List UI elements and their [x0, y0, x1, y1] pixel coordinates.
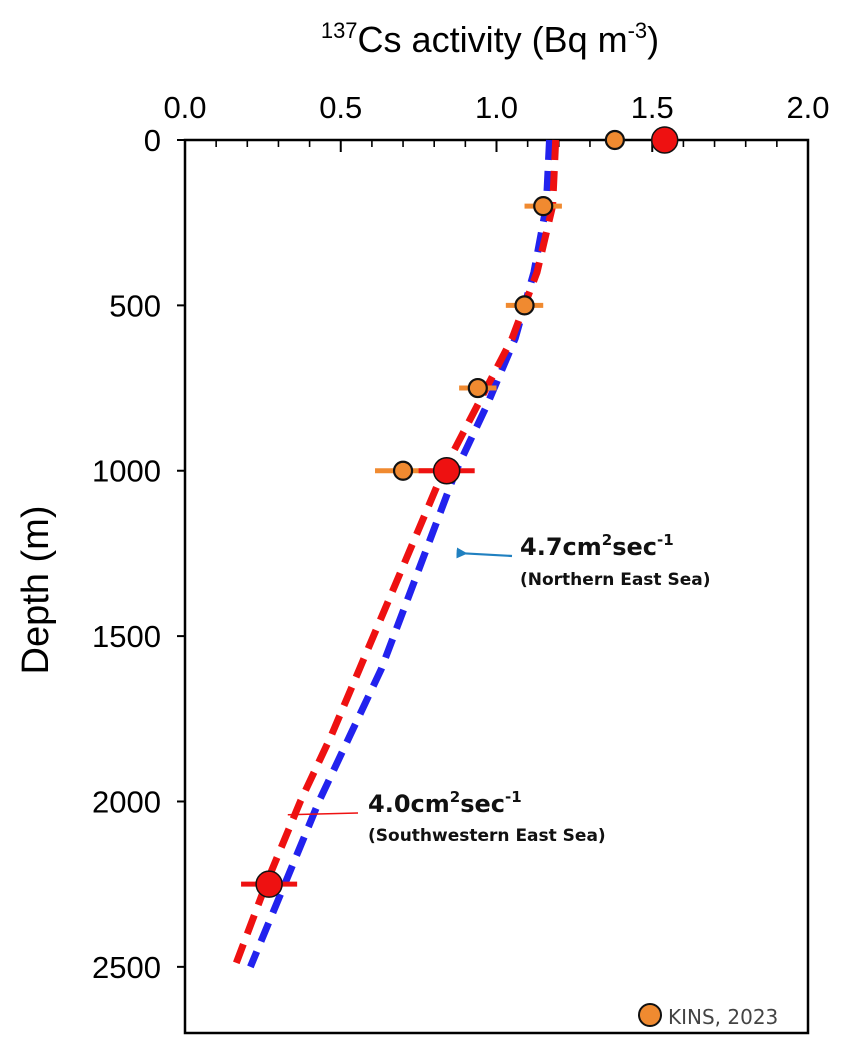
legend-marker — [638, 1003, 662, 1027]
annotation-unit: sec — [612, 533, 657, 561]
observation-points — [241, 126, 679, 898]
annotations: 4.7cm2sec-1(Northern East Sea)4.0cm2sec-… — [287, 531, 778, 1029]
y-tick-label: 0 — [144, 123, 161, 158]
observation-point-large — [255, 870, 283, 898]
x-tick-label: 1.0 — [475, 90, 518, 125]
y-tick-label: 2500 — [92, 950, 161, 985]
southwestern-annotation-caption: (Southwestern East Sea) — [368, 826, 606, 846]
diffusion-model-lines — [231, 139, 560, 969]
annotation-unit: sec — [460, 790, 505, 818]
annotation-exponent: 2 — [450, 788, 460, 806]
kins-point — [392, 460, 414, 481]
title-suffix: ) — [647, 19, 659, 60]
southwestern-annotation-label: 4.0cm2sec-1 — [368, 788, 522, 818]
chart-title: 137Cs activity (Bq m-3) — [321, 18, 659, 60]
y-tick-label: 2000 — [92, 784, 161, 819]
y-axis-label: Depth (m) — [15, 506, 57, 675]
x-tick-label: 2.0 — [786, 90, 829, 125]
y-tick-label: 1000 — [92, 454, 161, 489]
northern-annotation-arrow — [456, 547, 513, 559]
axes: 0.0 0.5 1.0 1.5 2.0 0 500 1000 1500 2000 2500 — [92, 90, 830, 1035]
title-main-text: Cs activity (Bq m — [358, 19, 628, 60]
x-tick-label: 1.5 — [631, 90, 674, 125]
northern-annotation-label: 4.7cm2sec-1 — [520, 531, 674, 561]
annotation-exponent: 2 — [602, 531, 612, 549]
y-tick-label: 1500 — [92, 619, 161, 654]
southwestern-model-line — [231, 139, 560, 969]
y-tick-label: 500 — [109, 288, 161, 323]
title-unit-exponent: -3 — [628, 18, 648, 43]
title-isotope-superscript: 137 — [321, 18, 358, 43]
annotation-value: 4.0cm — [368, 790, 450, 818]
annotation-exponent: -1 — [505, 788, 522, 806]
observation-point-large — [650, 126, 679, 154]
annotation-value: 4.7cm — [520, 533, 602, 561]
annotation-exponent: -1 — [657, 531, 674, 549]
x-tick-label: 0.5 — [319, 90, 362, 125]
southwestern-annotation-arrow — [287, 812, 359, 816]
kins-point — [604, 129, 625, 151]
kins-point — [533, 196, 554, 217]
northern-annotation-caption: (Northern East Sea) — [520, 570, 711, 590]
kins-point — [467, 377, 488, 399]
observation-point-large — [432, 456, 461, 485]
kins-point — [514, 295, 535, 316]
x-tick-label: 0.0 — [163, 90, 206, 125]
legend-label: KINS, 2023 — [668, 1005, 778, 1029]
